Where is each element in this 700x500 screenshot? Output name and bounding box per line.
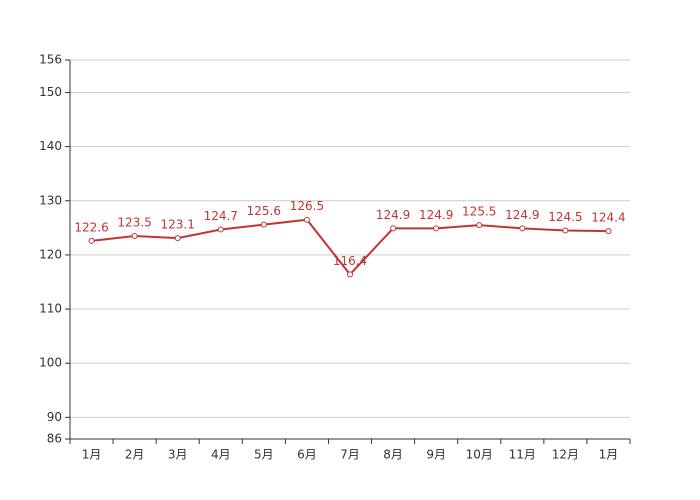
value-label: 126.5 <box>290 199 324 213</box>
x-tick-label: 7月 <box>340 448 360 462</box>
x-tick-label: 12月 <box>552 448 579 462</box>
point <box>88 237 95 244</box>
y-tick-label: 100 <box>39 356 62 370</box>
point <box>519 225 526 232</box>
value-label: 124.7 <box>204 209 238 223</box>
y-tick-label: 140 <box>39 139 62 153</box>
value-label: 124.5 <box>548 210 582 224</box>
x-tick-label: 9月 <box>426 448 446 462</box>
point <box>562 227 569 234</box>
value-label: 124.9 <box>419 208 453 222</box>
point <box>131 232 138 239</box>
x-tick-label: 2月 <box>125 448 145 462</box>
x-tick-label: 1月 <box>82 448 102 462</box>
y-tick-label: 86 <box>47 432 62 446</box>
point <box>217 226 224 233</box>
point <box>605 228 612 235</box>
value-label: 124.9 <box>505 208 539 222</box>
point <box>303 216 310 223</box>
value-label: 122.6 <box>74 220 108 234</box>
value-label: 125.6 <box>247 204 281 218</box>
x-tick-label: 6月 <box>297 448 317 462</box>
point <box>476 222 483 229</box>
point <box>390 225 397 232</box>
y-tick-label: 110 <box>39 302 62 316</box>
y-tick-label: 150 <box>39 85 62 99</box>
x-tick-label: 4月 <box>211 448 231 462</box>
point <box>347 271 353 278</box>
value-label: 125.5 <box>462 205 496 219</box>
value-label: 123.5 <box>117 215 151 229</box>
value-label: 123.1 <box>161 218 195 232</box>
value-label: 124.4 <box>591 211 625 225</box>
x-tick-label: 5月 <box>254 448 274 462</box>
point <box>174 235 181 242</box>
point <box>433 225 440 232</box>
y-tick-label: 130 <box>39 193 62 207</box>
value-label: 116.4 <box>333 254 367 268</box>
y-tick-label: 120 <box>39 247 62 261</box>
x-tick-label: 3月 <box>168 448 188 462</box>
x-tick-label: 8月 <box>383 448 403 462</box>
x-tick-label: 10月 <box>466 448 493 462</box>
y-tick-label: 156 <box>39 53 62 67</box>
x-tick-label: 11月 <box>509 448 536 462</box>
x-tick-label: 1月 <box>599 448 619 462</box>
y-tick-label: 90 <box>47 410 62 424</box>
point <box>260 221 267 228</box>
value-label: 124.9 <box>376 208 410 222</box>
